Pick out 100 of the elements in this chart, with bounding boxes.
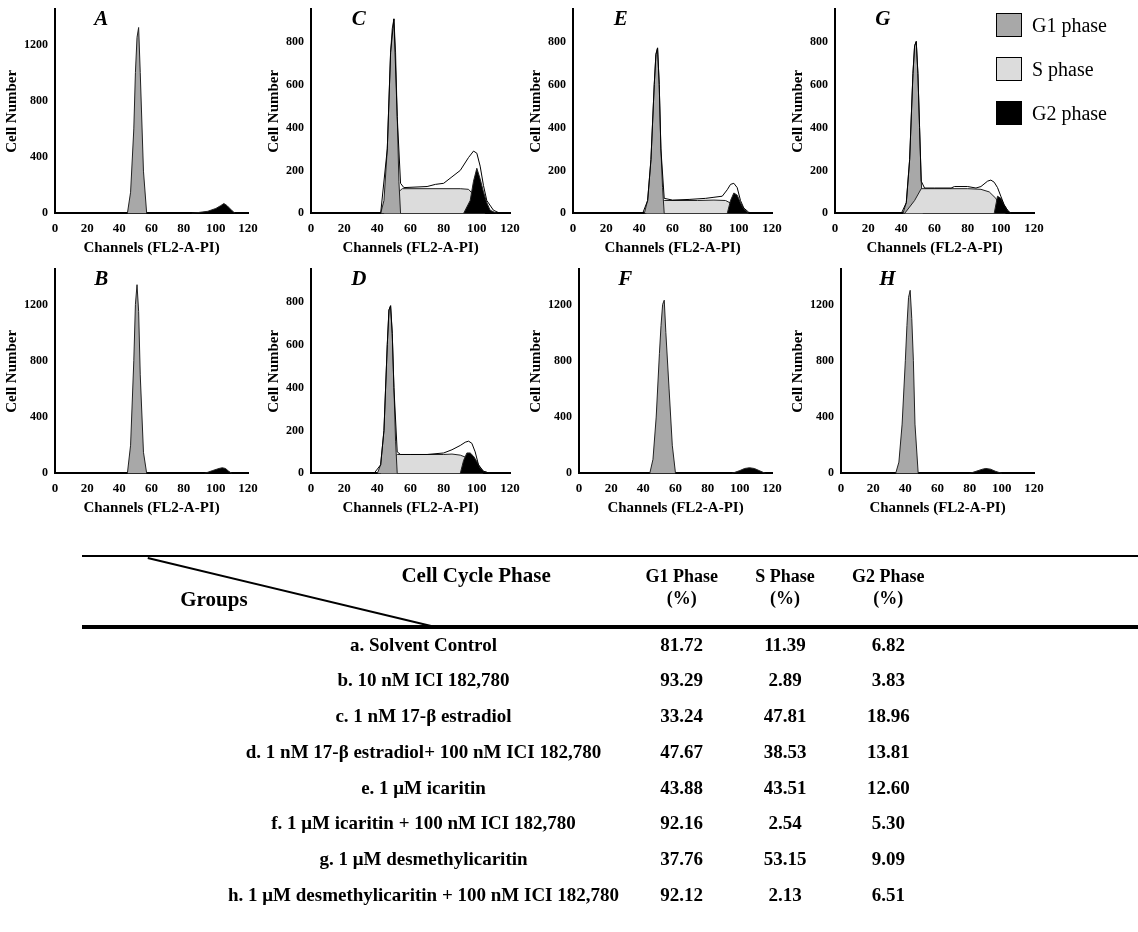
x-tick-label: 60 [404, 219, 417, 235]
y-tick-label: 600 [548, 76, 566, 91]
x-tick-label: 20 [599, 219, 613, 235]
y-tick-label: 0 [828, 465, 834, 480]
y-tick-label: 800 [816, 352, 834, 367]
x-tick-label: 120 [1024, 479, 1044, 495]
x-tick-label: 60 [666, 219, 679, 235]
y-tick-label: 0 [42, 205, 48, 220]
data-label: 33.24 [660, 705, 704, 727]
x-tick-label: 100 [206, 219, 226, 235]
y-tick-label: 400 [286, 379, 304, 394]
y-tick-label: 0 [560, 205, 566, 220]
data-label: 47.67 [660, 740, 704, 762]
x-axis-title: Channels (FL2-A-PI) [866, 238, 1003, 256]
chart-title: F [617, 265, 633, 290]
x-tick-label: 60 [404, 479, 417, 495]
y-tick-label: 200 [286, 422, 304, 437]
data-label: 18.96 [866, 705, 910, 727]
x-tick-label: 40 [632, 219, 646, 235]
y-axis-title: Cell Number [788, 329, 805, 413]
x-axis-title: Channels (FL2-A-PI) [342, 238, 479, 256]
data-label: 6.51 [871, 883, 905, 905]
x-axis-title: Channels (FL2-A-PI) [604, 238, 741, 256]
y-tick-label: 600 [286, 76, 304, 91]
y-axis-title: Cell Number [2, 329, 19, 413]
y-tick-label: 800 [286, 293, 304, 308]
x-tick-label: 120 [762, 479, 782, 495]
x-tick-label: 20 [337, 219, 351, 235]
chart-title: H [878, 265, 897, 290]
x-tick-label: 120 [762, 219, 782, 235]
x-tick-label: 60 [931, 479, 944, 495]
y-tick-label: h. 1 μM desmethylicaritin + 100 nM ICI 182,780 [227, 883, 619, 905]
y-tick-label: 1200 [548, 296, 572, 311]
y-tick-label: 400 [286, 119, 304, 134]
y-tick-label: 400 [548, 119, 566, 134]
x-tick-label: 100 [991, 219, 1011, 235]
x-tick-label: 20 [604, 479, 618, 495]
y-tick-label: 0 [298, 465, 304, 480]
y-axis-title: Groups [180, 587, 248, 612]
x-axis-title: Channels (FL2-A-PI) [83, 238, 220, 256]
y-axis-title: Cell Number [264, 69, 281, 153]
y-tick-label: 0 [42, 465, 48, 480]
x-tick-label: 60 [669, 479, 682, 495]
legend-label: G2 phase [1032, 101, 1107, 125]
y-tick-label: 600 [810, 76, 828, 91]
data-label: 81.72 [660, 633, 704, 655]
x-tick-label: 40 [370, 479, 384, 495]
y-tick-label: 800 [810, 33, 828, 48]
data-label: 37.76 [660, 847, 704, 869]
data-label: 53.15 [763, 847, 807, 869]
x-tick-label: 100 [467, 219, 487, 235]
x-tick-label: 20 [337, 479, 351, 495]
y-tick-label: 200 [286, 162, 304, 177]
x-tick-label: 100 [467, 479, 487, 495]
x-tick-label: 0 [837, 479, 845, 495]
x-tick-label: G2 Phase (%) [852, 566, 925, 609]
x-tick-label: 40 [898, 479, 912, 495]
x-tick-label: 60 [145, 479, 158, 495]
x-axis-title: Cell Cycle Phase [401, 562, 551, 587]
x-tick-label: 40 [894, 219, 908, 235]
x-tick-label: 20 [80, 219, 94, 235]
y-tick-label: 800 [30, 352, 48, 367]
x-axis-title: Channels (FL2-A-PI) [83, 498, 220, 516]
y-tick-label: f. 1 μM icaritin + 100 nM ICI 182,780 [271, 812, 576, 834]
x-tick-label: 120 [238, 219, 258, 235]
x-axis-title: Channels (FL2-A-PI) [607, 498, 744, 516]
y-tick-label: b. 10 nM ICI 182,780 [337, 669, 510, 691]
data-label: 43.88 [660, 776, 704, 798]
y-tick-label: 800 [554, 352, 572, 367]
data-label: 92.12 [660, 883, 704, 905]
data-label: 38.53 [763, 740, 807, 762]
legend-label: S phase [1032, 57, 1094, 81]
y-axis-title: Cell Number [526, 329, 543, 413]
y-tick-label: c. 1 nM 17-β estradiol [335, 705, 512, 727]
x-tick-label: 120 [500, 479, 520, 495]
x-tick-label: 40 [112, 219, 126, 235]
y-tick-label: 0 [822, 205, 828, 220]
y-tick-label: 1200 [24, 36, 48, 51]
data-label: 93.29 [660, 669, 704, 691]
y-axis-title: Cell Number [264, 329, 281, 413]
data-label: 2.54 [768, 812, 803, 834]
x-tick-label: 80 [961, 219, 975, 235]
data-label: 6.82 [871, 633, 905, 655]
y-axis-title: Cell Number [788, 69, 805, 153]
x-tick-label: 60 [145, 219, 158, 235]
x-axis-title: Channels (FL2-A-PI) [342, 498, 479, 516]
y-tick-label: 400 [30, 149, 48, 164]
x-tick-label: G1 Phase (%) [645, 566, 718, 609]
x-tick-label: 100 [206, 479, 226, 495]
x-tick-label: 80 [177, 219, 191, 235]
data-label: 92.16 [660, 812, 704, 834]
x-tick-label: 80 [177, 479, 191, 495]
y-tick-label: 400 [810, 119, 828, 134]
x-tick-label: 100 [992, 479, 1012, 495]
y-tick-label: 400 [30, 409, 48, 424]
x-tick-label: 80 [437, 479, 451, 495]
data-label: 5.30 [871, 812, 905, 834]
legend-label: G1 phase [1032, 13, 1107, 37]
y-tick-label: e. 1 μM icaritin [361, 776, 487, 798]
data-label: 9.09 [871, 847, 905, 869]
